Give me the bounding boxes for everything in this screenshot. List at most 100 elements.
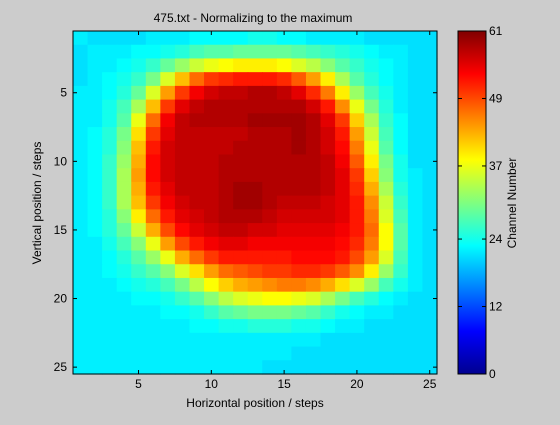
heatmap-cell — [189, 168, 205, 183]
heatmap-cell — [276, 305, 292, 320]
y-tick-label: 15 — [54, 223, 68, 237]
heatmap-cell — [145, 209, 161, 224]
heatmap-cell — [262, 236, 278, 252]
heatmap-cell — [320, 72, 336, 87]
heatmap-cell — [393, 154, 409, 169]
heatmap-cell — [174, 99, 191, 114]
heatmap-cell — [145, 319, 161, 334]
heatmap-cell — [102, 181, 118, 197]
heatmap-cell — [189, 113, 205, 128]
heatmap-cell — [393, 85, 409, 101]
heatmap-cell — [73, 319, 89, 334]
heatmap-cell — [407, 127, 424, 142]
heatmap-cell — [73, 31, 89, 46]
heatmap-cell — [204, 291, 220, 306]
heatmap-cell — [305, 264, 322, 279]
heatmap-cell — [87, 319, 103, 334]
heatmap-cell — [393, 209, 409, 224]
heatmap-cell — [174, 332, 191, 348]
heatmap-cell — [378, 168, 394, 183]
heatmap-cell — [291, 346, 307, 361]
heatmap-cell — [218, 58, 234, 73]
heatmap-cell — [73, 85, 89, 101]
heatmap-cell — [160, 236, 176, 252]
heatmap-cell — [407, 360, 424, 375]
heatmap-cell — [116, 31, 132, 46]
heatmap-cell — [349, 99, 365, 114]
heatmap-cell — [364, 305, 380, 320]
heatmap-cell — [160, 31, 176, 46]
heatmap-cell — [320, 319, 336, 334]
heatmap-cell — [422, 332, 438, 348]
heatmap-cell — [378, 154, 394, 169]
heatmap-cell — [305, 58, 322, 73]
heatmap-cell — [364, 44, 380, 60]
heatmap-cell — [204, 195, 220, 210]
heatmap-cell — [73, 154, 89, 169]
heatmap-cell — [233, 58, 249, 73]
heatmap-cell — [422, 223, 438, 238]
heatmap-cell — [422, 277, 438, 293]
heatmap-cell — [145, 85, 161, 101]
heatmap-cell — [276, 319, 292, 334]
heatmap-cell — [320, 113, 336, 128]
heatmap-cell — [422, 250, 438, 265]
heatmap-cell — [407, 236, 424, 252]
heatmap-cell — [233, 154, 249, 169]
heatmap-cell — [247, 277, 263, 293]
heatmap-cell — [174, 140, 191, 156]
y-axis-ticks: 5 10 15 20 25 — [54, 86, 437, 374]
heatmap-cell — [291, 181, 307, 197]
heatmap-cell — [262, 113, 278, 128]
heatmap-cell — [320, 195, 336, 210]
heatmap-cell — [262, 85, 278, 101]
heatmap-cell — [364, 223, 380, 238]
heatmap-cell — [422, 236, 438, 252]
heatmap-cell — [247, 72, 263, 87]
heatmap-cell — [145, 291, 161, 306]
heatmap-cell — [218, 346, 234, 361]
heatmap-cell — [131, 58, 147, 73]
heatmap-cell — [335, 31, 351, 46]
heatmap-cell — [174, 127, 191, 142]
heatmap-cell — [218, 319, 234, 334]
heatmap-cell — [233, 223, 249, 238]
heatmap-cell — [320, 277, 336, 293]
heatmap-cell — [218, 250, 234, 265]
heatmap-cell — [218, 332, 234, 348]
heatmap-cell — [276, 140, 292, 156]
heatmap-cell — [422, 127, 438, 142]
heatmap-cell — [87, 264, 103, 279]
heatmap-cell — [102, 58, 118, 73]
heatmap-cell — [102, 168, 118, 183]
heatmap-cell — [320, 85, 336, 101]
heatmap-cell — [233, 44, 249, 60]
heatmap-cell — [422, 264, 438, 279]
heatmap-cell — [262, 360, 278, 375]
heatmap-cell — [349, 113, 365, 128]
heatmap-cell — [233, 85, 249, 101]
heatmap-cell — [87, 181, 103, 197]
heatmap-cell — [116, 360, 132, 375]
x-tick-label: 20 — [350, 377, 364, 391]
heatmap-cell — [189, 31, 205, 46]
heatmap-cell — [305, 154, 322, 169]
heatmap-cell — [378, 264, 394, 279]
heatmap-cell — [378, 291, 394, 306]
heatmap-cell — [393, 291, 409, 306]
heatmap-cell — [291, 154, 307, 169]
heatmap-cell — [116, 127, 132, 142]
heatmap-cell — [204, 209, 220, 224]
heatmap-cell — [247, 31, 263, 46]
heatmap-cell — [335, 140, 351, 156]
heatmap-cell — [262, 332, 278, 348]
colorbar-tick-label: 0 — [489, 367, 496, 381]
heatmap-cell — [378, 58, 394, 73]
heatmap-cell — [276, 31, 292, 46]
heatmap-cell — [174, 319, 191, 334]
heatmap-cell — [189, 346, 205, 361]
heatmap-cell — [145, 99, 161, 114]
heatmap-cell — [174, 85, 191, 101]
heatmap-cell — [422, 99, 438, 114]
heatmap-cell — [247, 236, 263, 252]
